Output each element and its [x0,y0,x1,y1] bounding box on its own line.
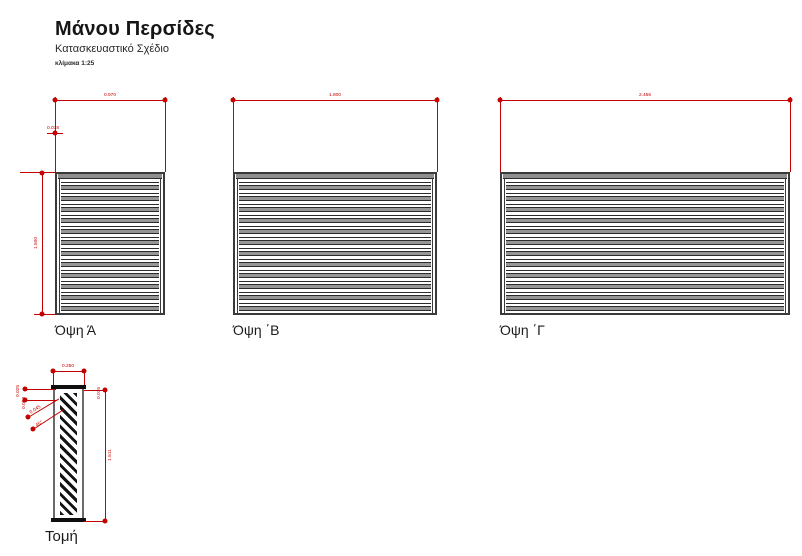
section-leader-dimension: 0.025 [15,384,21,398]
leader-dot [22,386,28,392]
connector-line [84,521,105,522]
section-leader-dimension: 0.050 [21,396,27,410]
panel-frame [237,174,433,313]
louver-slats [61,179,159,311]
dimension-line [233,100,437,101]
extension-line [165,97,166,172]
extension-line [84,373,85,386]
dimension-line [53,371,84,372]
view-c-label: Όψη ΄Γ [500,322,545,338]
dimension-dot [39,170,45,176]
width-dimension-c: 2.456 [638,93,652,98]
extension-line [233,97,234,172]
width-dimension-b: 1.800 [328,93,342,98]
dimension-line [42,173,43,314]
panel-top-rail [503,174,787,179]
dimension-dot [102,518,108,524]
dimension-dot [39,311,45,317]
leader-line [25,400,57,401]
connector-line [34,314,58,315]
leader-dot [22,397,28,403]
connector-line [84,390,105,391]
extension-line [437,97,438,172]
panel-frame [504,174,786,313]
louver-panel-b [233,172,437,315]
dimension-dot [52,130,58,136]
scale-note: κλίμακα 1:25 [55,60,95,67]
section-top-thickness-dimension: 0.015 [96,386,102,400]
section-leader-dimension: 45° [35,420,44,429]
section-louver-blades [60,393,77,515]
panel-top-rail [236,174,434,179]
louver-panel-c [500,172,790,315]
extension-line [790,97,791,172]
dimension-dot [102,387,108,393]
connector-line [20,172,56,173]
section-top-cap [51,385,86,389]
louver-slats [239,179,431,311]
louver-panel-a [55,172,165,315]
panel-frame [59,174,161,313]
panel-top-rail [58,174,162,179]
width-dimension-a: 0.970 [103,93,117,98]
section-bottom-cap [51,518,86,522]
section-height-dimension: 1.511 [107,449,113,461]
leader-dot [25,414,31,420]
dimension-dot [81,368,87,374]
leader-dot [30,426,36,432]
extension-line [500,97,501,172]
leader-line [25,389,56,390]
section-width-dimension: 0.250 [61,364,75,369]
dimension-dot [50,368,56,374]
dimension-line [55,100,165,101]
view-a-label: Όψη Ά [55,322,97,338]
offset-dimension-a: 0.038 [46,126,60,131]
dimension-line [105,390,106,521]
dimension-line [500,100,790,101]
section-label: Τομή [45,528,78,545]
page-title: Μάνου Περσίδες [55,18,215,40]
height-dimension-a: 1.500 [33,236,39,250]
view-b-label: Όψη ΄Β [233,322,280,338]
extension-line [53,373,54,386]
louver-slats [506,179,784,311]
page-subtitle: Κατασκευαστικό Σχέδιο [55,43,169,55]
